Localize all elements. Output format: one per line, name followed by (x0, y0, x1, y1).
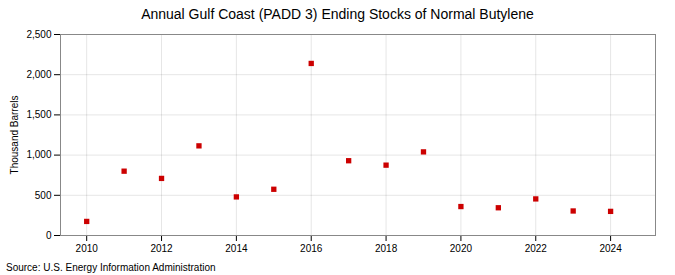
svg-text:2014: 2014 (225, 243, 248, 254)
svg-text:500: 500 (35, 190, 52, 201)
svg-text:2012: 2012 (150, 243, 173, 254)
svg-text:2020: 2020 (450, 243, 473, 254)
svg-text:0: 0 (46, 230, 52, 241)
svg-text:2024: 2024 (599, 243, 622, 254)
html-text:Source: U.S. Energy Informatio: Source: U.S. Energy Information Administ… (6, 262, 216, 273)
svg-text:2022: 2022 (525, 243, 548, 254)
svg-text:2018: 2018 (375, 243, 398, 254)
svg-text:1,500: 1,500 (26, 109, 51, 120)
svg-text:Thousand Barrels: Thousand Barrels (9, 96, 20, 175)
svg-text:2,000: 2,000 (26, 69, 51, 80)
svg-text:2016: 2016 (300, 243, 323, 254)
svg-text:2010: 2010 (76, 243, 99, 254)
svg-text:1,000: 1,000 (26, 149, 51, 160)
html-text:Annual Gulf Coast (PADD 3) End: Annual Gulf Coast (PADD 3) Ending Stocks… (141, 6, 534, 22)
svg-text:2,500: 2,500 (26, 29, 51, 40)
